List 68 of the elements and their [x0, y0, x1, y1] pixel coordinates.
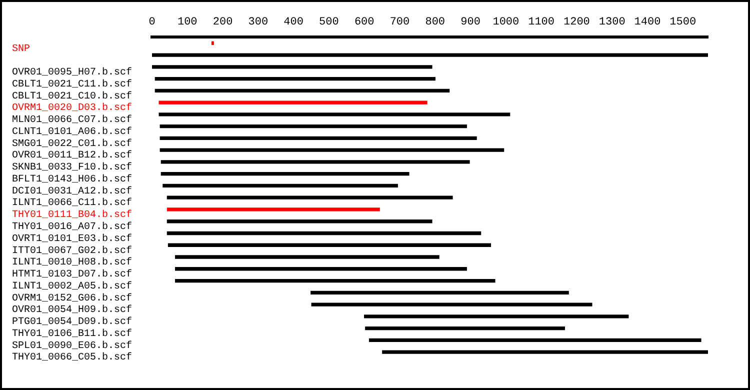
bar — [152, 53, 708, 57]
y-tick-label: BFLT1_0143_H06.b.scf — [12, 173, 132, 186]
bar — [168, 243, 492, 247]
y-tick-label: CBLT1_0021_C10.b.scf — [12, 90, 132, 102]
bar — [158, 112, 510, 116]
y-tick-label: MLN01_0066_C07.b.scf — [12, 114, 132, 126]
x-tick-label: 1000 — [492, 16, 520, 29]
y-tick-label: THY01_0111_B04.b.scf — [12, 209, 132, 222]
x-tick-label: 1300 — [598, 16, 626, 29]
x-tick-label: 600 — [354, 16, 374, 29]
bar — [166, 196, 453, 200]
y-tick-label: ILNT1_0066_C11.b.scf — [12, 197, 132, 210]
bar — [160, 136, 477, 140]
y-tick-label: DCI01_0031_A12.b.scf — [12, 185, 132, 198]
x-tick-label: 900 — [460, 16, 480, 29]
x-tick-label: 1100 — [528, 16, 555, 29]
bar — [154, 76, 436, 81]
bar — [166, 220, 432, 224]
y-tick-label: CLNT1_0101_A06.b.scf — [12, 126, 132, 138]
bar — [368, 338, 702, 342]
bar — [162, 184, 398, 188]
y-tick-label: THY01_0016_A07.b.scf — [12, 221, 132, 234]
y-tick-label: OVR01_0054_H09.b.scf — [12, 304, 132, 316]
bar — [310, 290, 569, 294]
bar — [364, 314, 629, 318]
y-tick-label: OVRM1_0020_D03.b.scf — [12, 102, 132, 114]
x-tick-label: 800 — [425, 16, 446, 29]
y-tick-label: ILNT1_0010_H08.b.scf — [12, 256, 132, 269]
y-tick-label: CBLT1_0021_C11.b.scf — [12, 78, 132, 90]
x-tick-label: 700 — [390, 16, 410, 29]
bar — [160, 124, 467, 128]
bar — [365, 326, 565, 330]
y-tick-label: ILNT1_0002_A05.b.scf — [12, 280, 132, 292]
x-tick-label: 1500 — [670, 16, 696, 29]
y-tick-label: SPL01_0090_E06.b.scf — [12, 340, 132, 352]
bar — [166, 231, 482, 236]
y-tick-label: SKNB1_0033_F10.b.scf — [12, 162, 132, 174]
bar — [311, 302, 592, 306]
bar — [175, 278, 496, 283]
y-tick-label: SMG01_0022_C01.b.scf — [12, 138, 132, 150]
bar — [152, 65, 432, 69]
x-tick-label: 100 — [177, 16, 198, 29]
bar — [211, 41, 214, 45]
x-tick-label: 1400 — [634, 16, 661, 29]
x-tick-label: 300 — [248, 16, 268, 29]
y-tick-label: OVR01_0011_B12.b.scf — [12, 150, 132, 162]
x-tick-label: 400 — [284, 16, 304, 29]
y-tick-label: ITT01_0067_G02.b.scf — [12, 244, 132, 257]
bar — [160, 148, 504, 152]
y-tick-label: OVR01_0095_H07.b.scf — [12, 66, 132, 79]
y-tick-label: THY01_0066_C05.b.scf — [12, 352, 132, 364]
bar — [158, 100, 428, 104]
x-tick-label: 1200 — [563, 16, 590, 29]
y-tick-label: OVRT1_0101_E03.b.scf — [12, 232, 132, 245]
bar — [154, 88, 450, 92]
bar — [175, 255, 440, 259]
x-tick-label: 500 — [319, 16, 339, 29]
bar — [166, 208, 380, 212]
y-tick-label: THY01_0106_B11.b.scf — [12, 328, 132, 340]
x-tick-label: 200 — [212, 16, 233, 29]
y-tick-label: PTG01_0054_D09.b.scf — [12, 316, 132, 328]
y-tick-label: SNP — [12, 44, 30, 55]
bar — [175, 267, 467, 271]
bar — [160, 172, 410, 176]
y-tick-label: OVRM1_0152_G06.b.scf — [12, 292, 132, 304]
bar — [160, 160, 470, 164]
y-tick-label: HTMT1_0103_D07.b.scf — [12, 268, 132, 281]
x-tick-label: 0 — [148, 16, 156, 29]
